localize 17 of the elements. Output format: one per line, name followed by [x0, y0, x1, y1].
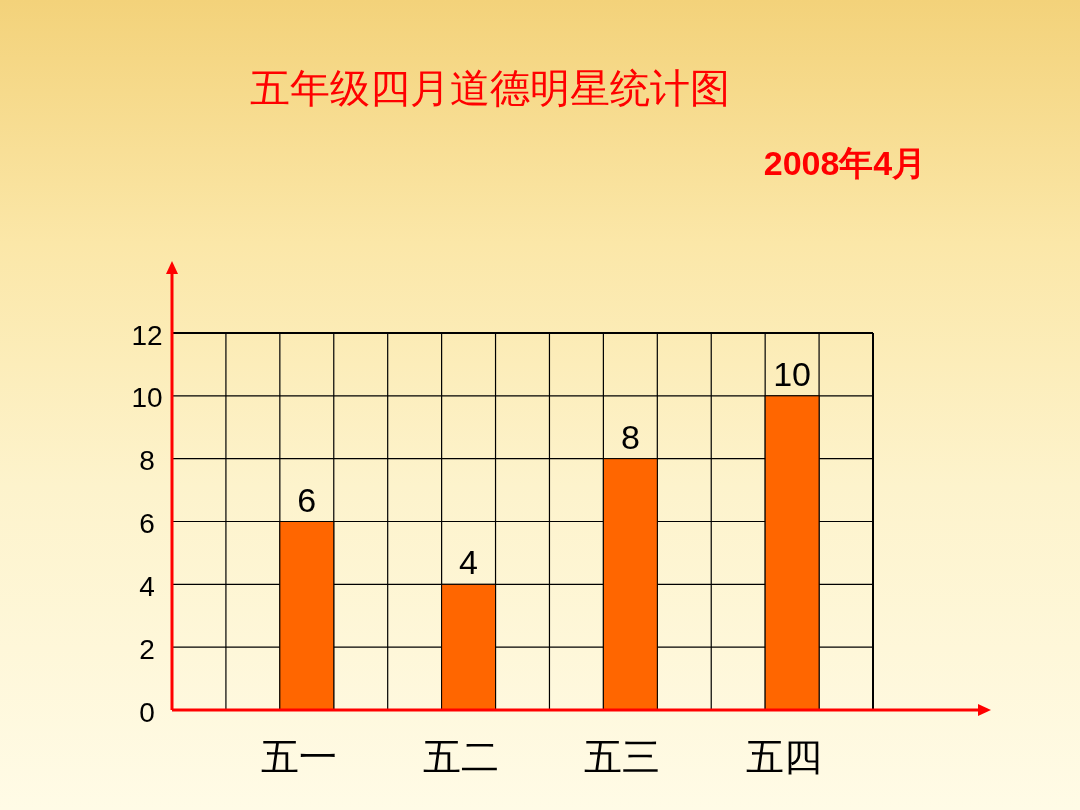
y-tick-label: 12 — [131, 319, 163, 351]
data-label: 10 — [773, 354, 812, 393]
x-tick-label: 五一 — [260, 736, 337, 778]
data-label: 4 — [459, 543, 479, 582]
y-tick-label: 2 — [139, 633, 155, 665]
y-tick-label: 0 — [139, 696, 155, 728]
y-tick-label: 8 — [139, 445, 155, 477]
chart-title: 五年级四月道德明星统计图 — [250, 66, 730, 110]
x-tick-label: 五三 — [584, 736, 661, 778]
x-tick-label: 五四 — [746, 736, 823, 778]
y-tick-label: 10 — [131, 382, 163, 414]
x-tick-label: 五二 — [422, 736, 499, 778]
y-tick-label: 4 — [139, 570, 155, 602]
data-label: 6 — [297, 480, 317, 519]
chart-subtitle: 2008年4月 — [763, 144, 927, 182]
data-label: 8 — [620, 417, 640, 456]
y-tick-label: 6 — [139, 508, 155, 539]
